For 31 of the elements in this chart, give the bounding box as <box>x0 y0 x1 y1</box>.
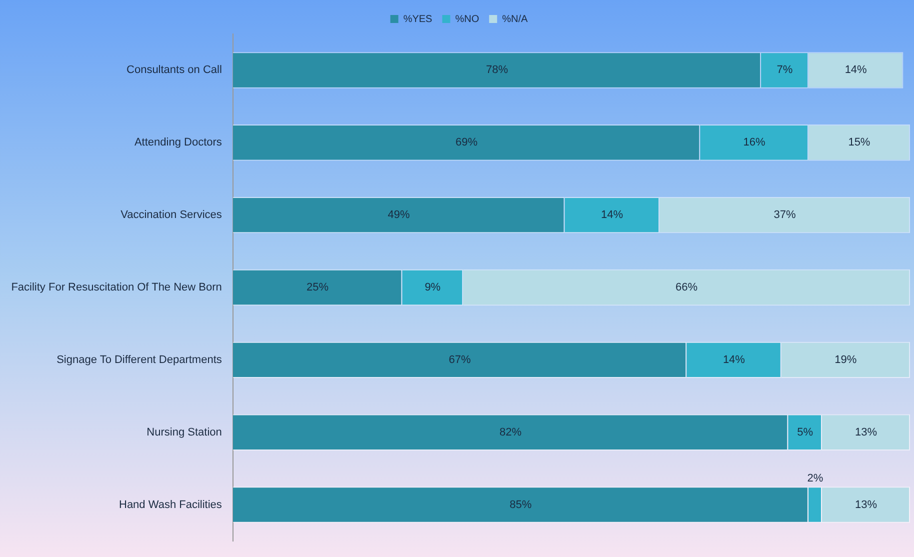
data-label: 78% <box>486 64 508 76</box>
y-tick-label: Hand Wash Facilities <box>118 498 222 511</box>
data-label: 14% <box>722 354 746 366</box>
data-label: 49% <box>388 209 410 222</box>
data-label: 66% <box>676 282 698 294</box>
data-label: 5% <box>797 426 814 438</box>
y-tick-label: Signage To Different Departments <box>56 354 222 366</box>
data-label: 19% <box>834 354 857 366</box>
data-label: 13% <box>854 426 878 438</box>
data-label: 69% <box>455 136 478 149</box>
data-label: 13% <box>854 498 878 511</box>
data-label: 15% <box>848 136 870 149</box>
data-label: 25% <box>306 282 329 294</box>
data-label: 67% <box>448 354 471 366</box>
data-label: 37% <box>774 209 796 222</box>
data-label: 16% <box>743 136 766 149</box>
legend-label: %N/A <box>502 14 528 25</box>
data-label: 82% <box>499 426 522 438</box>
data-label: 14% <box>601 209 624 222</box>
data-label: 7% <box>776 64 793 76</box>
data-label: 85% <box>510 498 532 511</box>
y-tick-label: Attending Doctors <box>134 136 222 149</box>
y-tick-label: Nursing Station <box>146 426 222 438</box>
data-label: 14% <box>844 64 868 76</box>
y-tick-label: Consultants on Call <box>126 64 222 76</box>
data-label: 2% <box>807 472 824 485</box>
data-label: 9% <box>424 282 441 294</box>
legend-label: %YES <box>403 14 433 25</box>
y-tick-label: Vaccination Services <box>120 209 222 222</box>
legend-label: %NO <box>455 14 480 25</box>
y-tick-label: Facility For Resuscitation Of The New Born <box>11 282 222 294</box>
